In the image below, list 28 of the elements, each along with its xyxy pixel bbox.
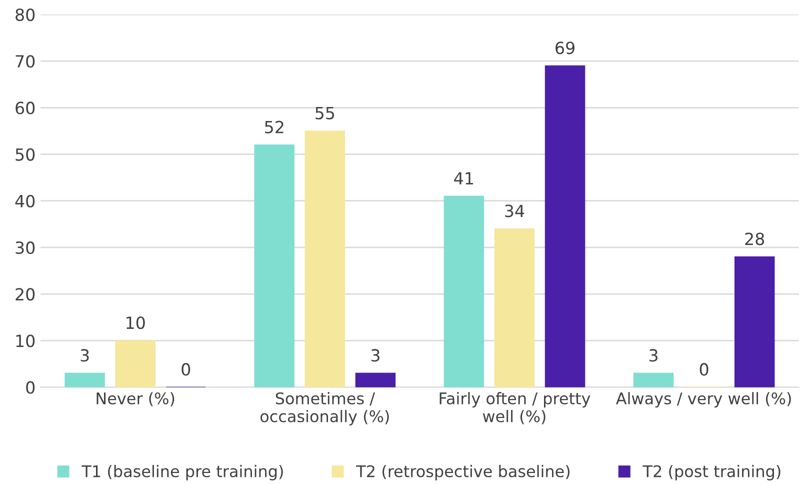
x-tick-label: Never (%) (96, 392, 174, 406)
y-tick-label: 30 (16, 241, 35, 254)
y-tick-label: 0 (26, 381, 35, 394)
y-tick-label: 70 (16, 55, 35, 68)
x-tick-label: Fairly often / pretty well (%) (440, 392, 590, 424)
data-label: 69 (556, 42, 574, 54)
data-label: 10 (126, 316, 145, 330)
data-label: 0 (700, 363, 708, 376)
data-label: 34 (505, 204, 524, 218)
data-label: 28 (745, 232, 764, 246)
y-tick-label: 10 (16, 334, 35, 348)
legend-label: T2 (post training) (642, 464, 780, 480)
x-tick-label: Sometimes / occasionally (%) (260, 392, 389, 426)
legend-label: T2 (retrospective baseline) (356, 464, 570, 480)
data-label: 52 (265, 120, 284, 134)
x-tick-label: Always / very well (%) (616, 392, 791, 408)
data-label: 55 (316, 107, 334, 120)
data-label: 3 (80, 349, 89, 362)
y-tick-label: 20 (16, 288, 35, 301)
y-tick-label: 40 (15, 194, 35, 208)
y-tick-label: 50 (16, 148, 35, 161)
legend-label: T1 (baseline pre training) (82, 464, 283, 480)
data-label: 41 (454, 172, 473, 184)
data-label: 0 (182, 363, 190, 376)
data-label: 3 (371, 349, 380, 362)
data-label: 3 (649, 349, 658, 362)
y-tick-label: 60 (16, 102, 35, 114)
y-tick-label: 80 (16, 8, 35, 22)
